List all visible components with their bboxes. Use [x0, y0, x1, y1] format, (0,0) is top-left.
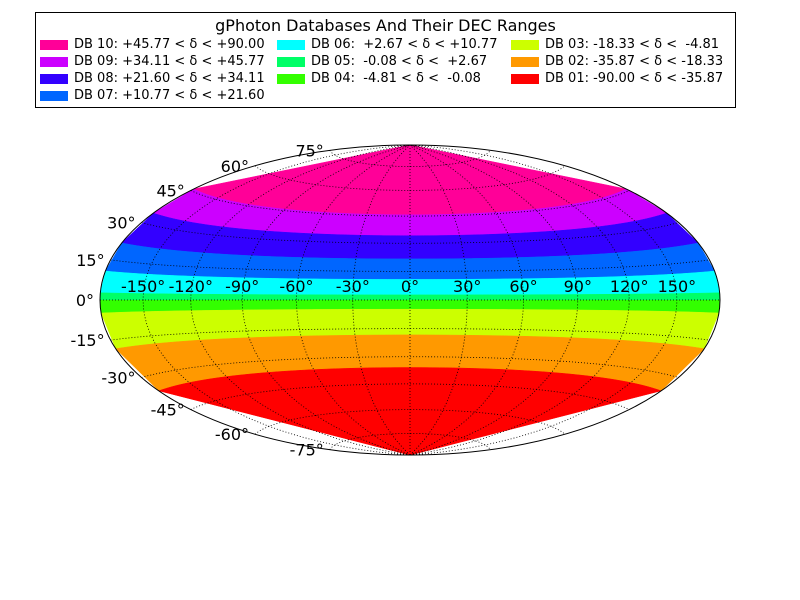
legend-entry: DB 10: +45.77 < δ < +90.00: [40, 38, 265, 52]
legend-swatch: [40, 57, 68, 67]
legend: gPhoton Databases And Their DEC Ranges D…: [35, 12, 736, 108]
legend-swatch: [277, 40, 305, 50]
lat-tick-label: 45°: [156, 181, 184, 200]
legend-swatch: [40, 91, 68, 101]
legend-entry: DB 03: -18.33 < δ < -4.81: [511, 38, 719, 52]
lon-tick-label: 60°: [509, 277, 537, 296]
legend-label: DB 05: -0.08 < δ < +2.67: [311, 54, 488, 69]
legend-swatch: [40, 40, 68, 50]
lon-tick-label: -150°: [121, 277, 165, 296]
legend-label: DB 02: -35.87 < δ < -18.33: [545, 54, 724, 69]
lon-tick-label: 120°: [610, 277, 649, 296]
lon-tick-label: 30°: [453, 277, 481, 296]
legend-entry: DB 04: -4.81 < δ < -0.08: [277, 72, 481, 86]
legend-entry: DB 02: -35.87 < δ < -18.33: [511, 55, 723, 69]
meridian-line: [241, 145, 411, 455]
legend-label: DB 08: +21.60 < δ < +34.11: [74, 71, 265, 86]
lat-tick-label: -30°: [101, 369, 135, 388]
longitude-tick-labels: -150° -120° -90° -60° -30° 0° 30° 60° 90° 120° 150…: [121, 277, 696, 296]
meridian-line: [409, 145, 579, 455]
lat-tick-label: -45°: [151, 401, 185, 420]
lat-tick-label: 60°: [221, 157, 249, 176]
legend-label: DB 10: +45.77 < δ < +90.00: [74, 37, 265, 52]
meridian-line: [190, 145, 411, 455]
legend-entry: DB 01: -90.00 < δ < -35.87: [511, 72, 723, 86]
legend-label: DB 03: -18.33 < δ < -4.81: [545, 37, 720, 52]
lon-tick-label: -120°: [169, 277, 213, 296]
lat-tick-label: 75°: [295, 141, 323, 160]
legend-entry: DB 07: +10.77 < δ < +21.60: [40, 89, 265, 103]
lat-tick-label: 15°: [76, 251, 104, 270]
dec-band-10: [193, 145, 627, 216]
lon-tick-label: 150°: [658, 277, 697, 296]
meridian-line: [142, 145, 411, 455]
lat-tick-label: -60°: [215, 425, 249, 444]
legend-entry: DB 09: +34.11 < δ < +45.77: [40, 55, 265, 69]
meridian-line: [409, 145, 630, 455]
meridian-line: [296, 145, 411, 455]
lon-tick-label: 90°: [564, 277, 592, 296]
legend-label: DB 07: +10.77 < δ < +21.60: [74, 88, 265, 103]
latitude-tick-labels: 75° 60° 45° 30°15° 0° -15° -30° -45° -60° -75°: [70, 141, 323, 459]
legend-swatch: [277, 57, 305, 67]
lat-tick-label: -15°: [70, 331, 104, 350]
lon-tick-label: -90°: [225, 277, 259, 296]
meridian-line: [409, 145, 524, 455]
map-outline: [99, 144, 721, 456]
graticule: [100, 145, 720, 455]
lon-tick-label: 0°: [401, 277, 419, 296]
legend-swatch: [511, 74, 539, 84]
legend-label: DB 09: +34.11 < δ < +45.77: [74, 54, 265, 69]
legend-label: DB 06: +2.67 < δ < +10.77: [311, 37, 498, 52]
lon-tick-label: -60°: [279, 277, 313, 296]
legend-swatch: [511, 40, 539, 50]
legend-label: DB 04: -4.81 < δ < -0.08: [311, 71, 481, 86]
lon-tick-label: -30°: [336, 277, 370, 296]
lat-tick-label: 0°: [76, 291, 94, 310]
parallel-line: [141, 356, 679, 378]
meridian-line: [409, 145, 678, 455]
legend-label: DB 01: -90.00 < δ < -35.87: [545, 71, 724, 86]
lat-tick-label: 30°: [107, 214, 135, 233]
lat-tick-label: -75°: [290, 441, 324, 460]
parallel-line: [254, 409, 566, 435]
legend-swatch: [40, 74, 68, 84]
chart-title: gPhoton Databases And Their DEC Ranges: [215, 16, 556, 35]
legend-entry: DB 06: +2.67 < δ < +10.77: [277, 38, 497, 52]
legend-entry: DB 05: -0.08 < δ < +2.67: [277, 55, 487, 69]
legend-swatch: [277, 74, 305, 84]
legend-entry: DB 08: +21.60 < δ < +34.11: [40, 72, 265, 86]
legend-swatch: [511, 57, 539, 67]
